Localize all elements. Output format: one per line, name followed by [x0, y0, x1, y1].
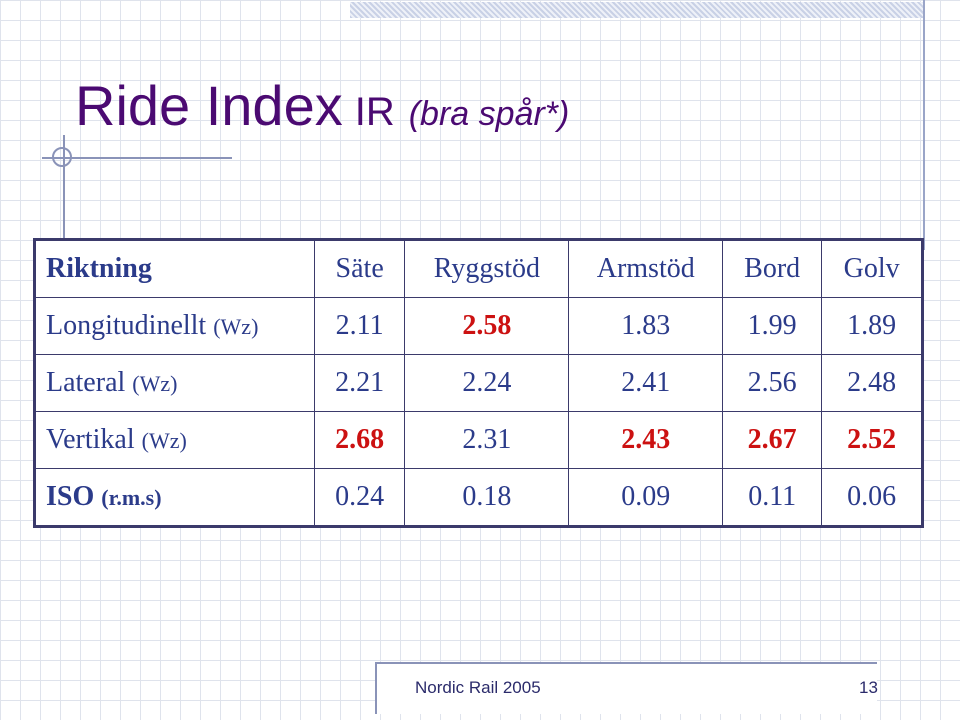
- row-label-text: Vertikal: [46, 424, 135, 455]
- value-cell: 0.24: [313, 468, 406, 527]
- value-cell: 2.21: [313, 354, 406, 412]
- decor-vertical-line: [63, 135, 65, 240]
- value-cell: 2.24: [404, 354, 570, 412]
- value-cell: 1.89: [821, 297, 923, 355]
- row-label: ISO (r.m.s): [34, 468, 315, 527]
- header-armstod: Armstöd: [568, 239, 723, 298]
- value-cell: 0.06: [821, 468, 923, 527]
- table-row: Lateral (Wz) 2.21 2.24 2.41 2.56 2.48: [34, 354, 923, 412]
- row-label: Longitudinellt (Wz): [34, 297, 315, 355]
- row-unit: (Wz): [213, 314, 259, 339]
- header-riktning: Riktning: [34, 239, 315, 298]
- row-label-text: Longitudinellt: [46, 310, 207, 341]
- decor-horizontal-line: [42, 157, 232, 159]
- table-header-row: Riktning Säte Ryggstöd Armstöd Bord Golv: [34, 239, 923, 298]
- value-cell: 2.31: [404, 411, 570, 469]
- value-cell-highlight: 2.67: [721, 411, 823, 469]
- header-sate: Säte: [313, 239, 406, 298]
- row-unit: (Wz): [132, 371, 178, 396]
- value-cell: 1.83: [568, 297, 723, 355]
- value-cell: 0.11: [721, 468, 823, 527]
- slide-footer: Nordic Rail 2005 13: [375, 662, 878, 714]
- title-ir: IR: [354, 90, 395, 134]
- value-cell: 2.11: [313, 297, 406, 355]
- header-ryggstod: Ryggstöd: [404, 239, 570, 298]
- ride-index-table: Riktning Säte Ryggstöd Armstöd Bord Golv…: [33, 238, 924, 528]
- footer-text: Nordic Rail 2005: [415, 678, 541, 697]
- row-unit: (r.m.s): [101, 485, 162, 510]
- page-number: 13: [859, 678, 878, 697]
- header-bord: Bord: [721, 239, 823, 298]
- value-cell: 2.41: [568, 354, 723, 412]
- row-label-text: Lateral: [46, 367, 126, 398]
- value-cell: 0.18: [404, 468, 570, 527]
- table-row: ISO (r.m.s) 0.24 0.18 0.09 0.11 0.06: [34, 468, 923, 527]
- right-vertical-line: [923, 0, 925, 250]
- top-pattern-band: [350, 2, 925, 18]
- value-cell: 2.48: [821, 354, 923, 412]
- value-cell-highlight: 2.52: [821, 411, 923, 469]
- slide-title: Ride Index IR (bra spår*): [75, 78, 569, 134]
- header-golv: Golv: [821, 239, 923, 298]
- value-cell-highlight: 2.43: [568, 411, 723, 469]
- value-cell-highlight: 2.58: [404, 297, 570, 355]
- title-subtitle: (bra spår*): [408, 95, 570, 133]
- decor-circle-icon: [52, 147, 72, 167]
- value-cell: 2.56: [721, 354, 823, 412]
- row-label-text: ISO: [46, 481, 95, 512]
- value-cell-highlight: 2.68: [313, 411, 406, 469]
- table-row: Longitudinellt (Wz) 2.11 2.58 1.83 1.99 …: [34, 297, 923, 355]
- title-main: Ride Index: [75, 74, 343, 137]
- row-label: Lateral (Wz): [34, 354, 315, 412]
- value-cell: 0.09: [568, 468, 723, 527]
- row-unit: (Wz): [141, 428, 187, 453]
- table-row: Vertikal (Wz) 2.68 2.31 2.43 2.67 2.52: [34, 411, 923, 469]
- row-label: Vertikal (Wz): [34, 411, 315, 469]
- value-cell: 1.99: [721, 297, 823, 355]
